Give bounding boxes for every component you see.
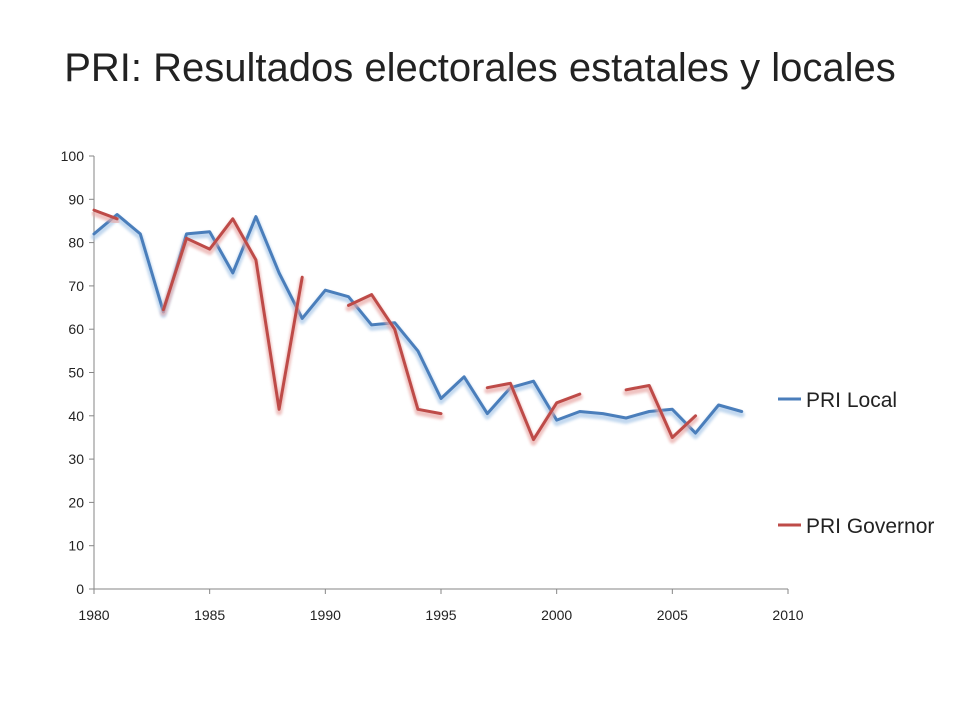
y-tick-label: 70 bbox=[68, 278, 84, 294]
axes: 0 10 20 30 40 50 60 70 80 90 100 1980 1985 1990 1995 20… bbox=[61, 148, 804, 623]
y-tick-label: 60 bbox=[68, 321, 84, 337]
y-tick-label: 10 bbox=[68, 538, 84, 554]
page-title: PRI: Resultados electorales estatales y … bbox=[64, 46, 896, 90]
series-line-shadow bbox=[91, 210, 121, 225]
x-tick-label: 1980 bbox=[78, 607, 109, 623]
series-line-shadow bbox=[160, 218, 306, 416]
x-tick-label: 2000 bbox=[541, 607, 572, 623]
x-tick-label: 2005 bbox=[657, 607, 688, 623]
y-tick-label: 30 bbox=[68, 451, 84, 467]
series-line-shadow bbox=[484, 383, 583, 446]
legend-label: PRI Local bbox=[806, 389, 897, 412]
y-tick-label: 50 bbox=[68, 365, 84, 381]
series-line bbox=[92, 208, 119, 221]
legend: PRI Local PRI Governor bbox=[778, 389, 934, 538]
y-tick-label: 100 bbox=[61, 148, 85, 164]
y-tick-label: 80 bbox=[68, 235, 84, 251]
series-line bbox=[347, 293, 443, 416]
legend-label: PRI Governor bbox=[806, 515, 934, 538]
y-tick-label: 0 bbox=[76, 581, 84, 597]
x-tick-label: 1990 bbox=[310, 607, 341, 623]
series-line bbox=[485, 381, 582, 442]
series-line bbox=[92, 213, 744, 435]
series-layer bbox=[91, 208, 745, 446]
y-tick-label: 20 bbox=[68, 494, 84, 510]
x-tick-label: 1995 bbox=[425, 607, 456, 623]
series-pri-local bbox=[91, 213, 745, 440]
x-tick-label: 1985 bbox=[194, 607, 225, 623]
series-pri-governor bbox=[91, 208, 699, 446]
series-line bbox=[624, 384, 697, 439]
x-tick-label: 2010 bbox=[772, 607, 803, 623]
series-line bbox=[161, 217, 304, 411]
y-tick-label: 40 bbox=[68, 408, 84, 424]
y-tick-label: 90 bbox=[68, 191, 84, 207]
